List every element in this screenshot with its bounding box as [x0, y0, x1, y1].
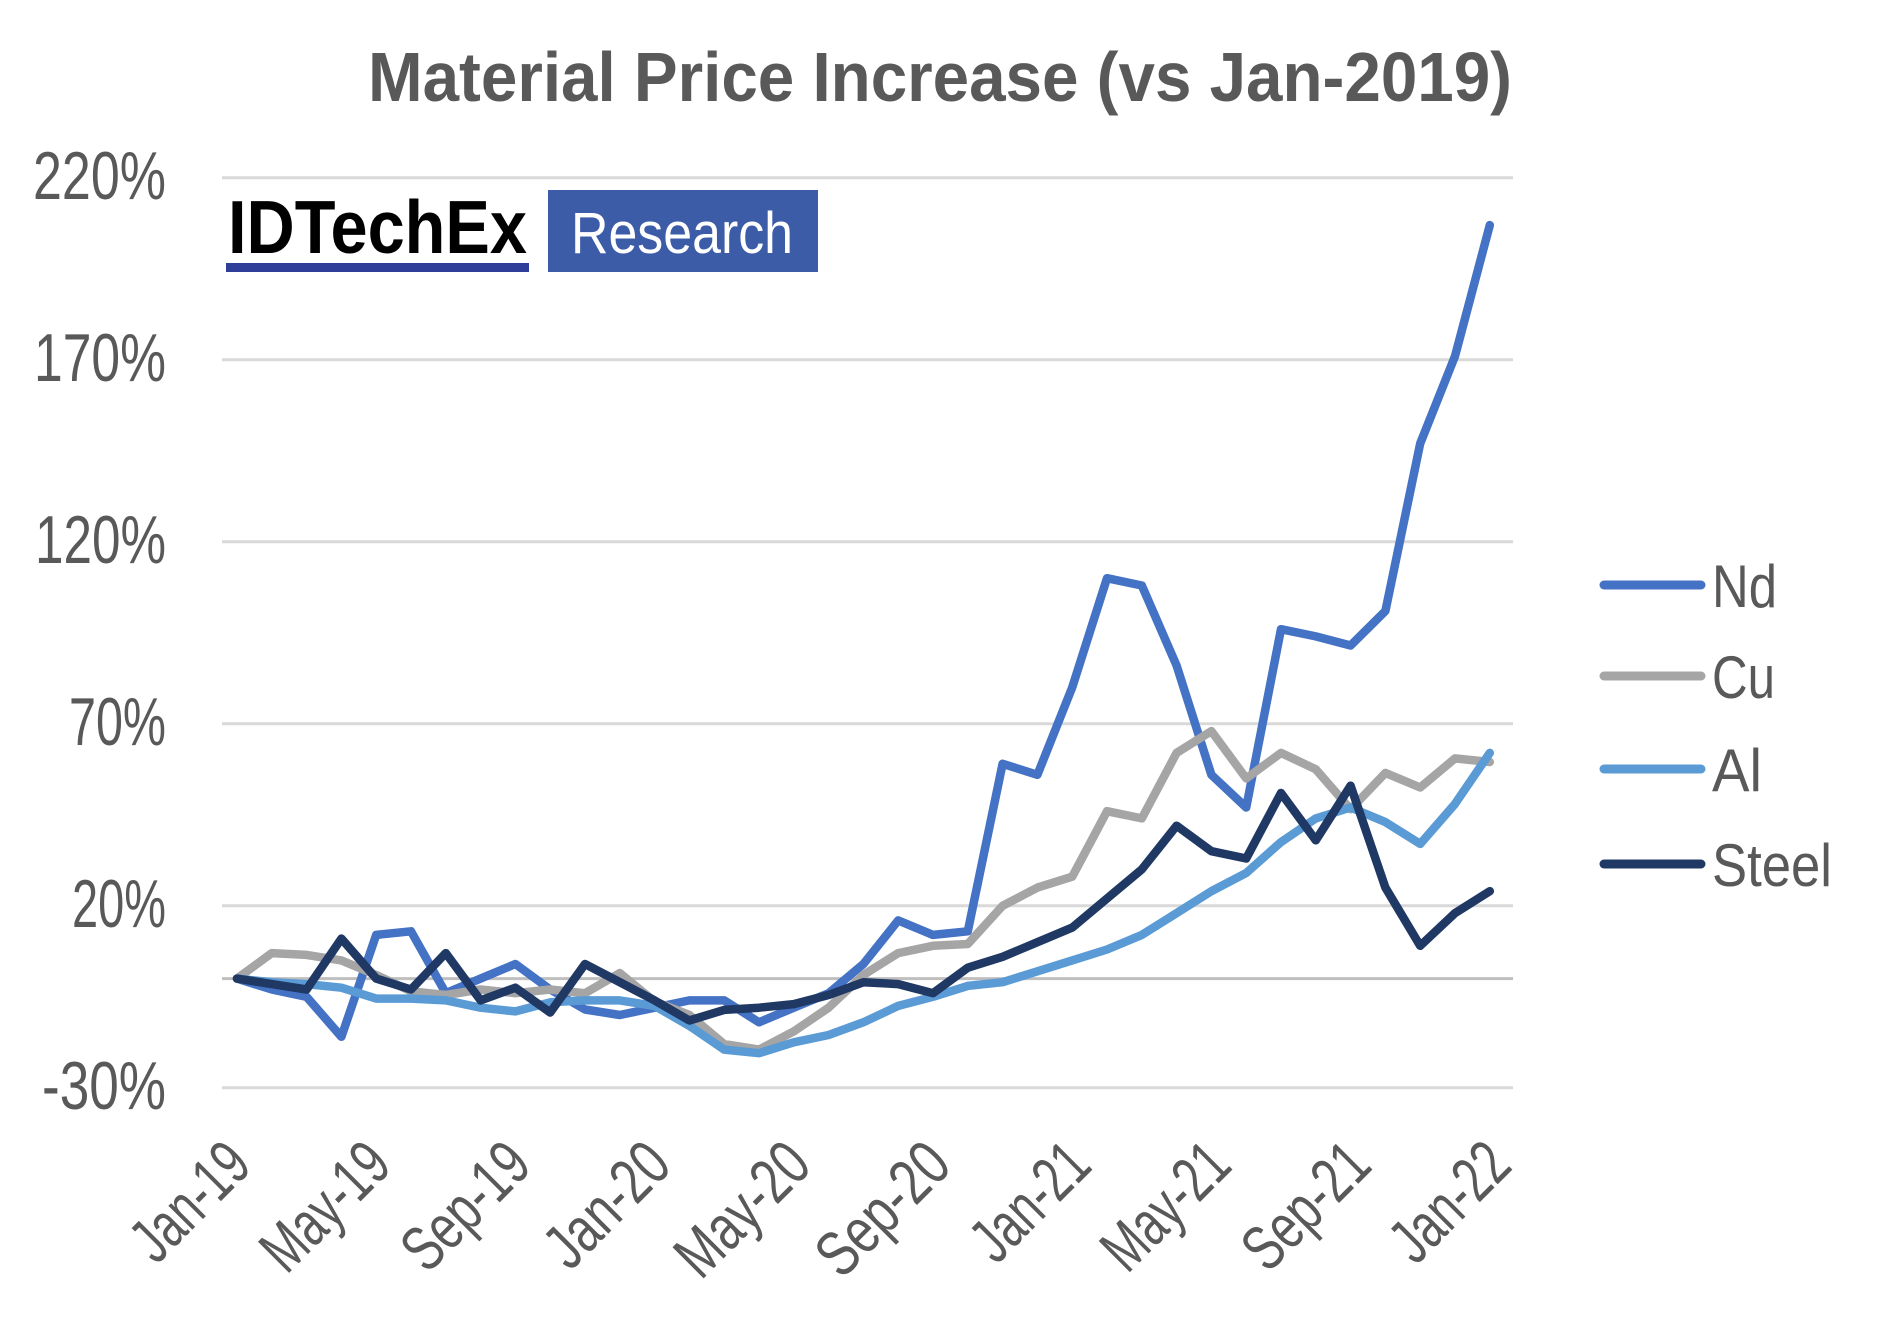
svg-text:70%: 70%: [69, 684, 166, 760]
svg-text:170%: 170%: [34, 320, 166, 396]
svg-text:20%: 20%: [72, 866, 166, 942]
svg-text:120%: 120%: [35, 502, 166, 578]
svg-text:220%: 220%: [33, 138, 166, 214]
svg-text:Al: Al: [1712, 737, 1762, 804]
svg-text:Research: Research: [571, 201, 793, 266]
svg-text:Material Price Increase (vs Ja: Material Price Increase (vs Jan-2019): [368, 38, 1512, 116]
svg-text:Steel: Steel: [1712, 832, 1832, 899]
svg-text:Cu: Cu: [1712, 644, 1775, 711]
svg-text:IDTechEx: IDTechEx: [228, 185, 527, 269]
svg-text:-30%: -30%: [42, 1048, 166, 1124]
svg-text:Nd: Nd: [1712, 553, 1777, 620]
